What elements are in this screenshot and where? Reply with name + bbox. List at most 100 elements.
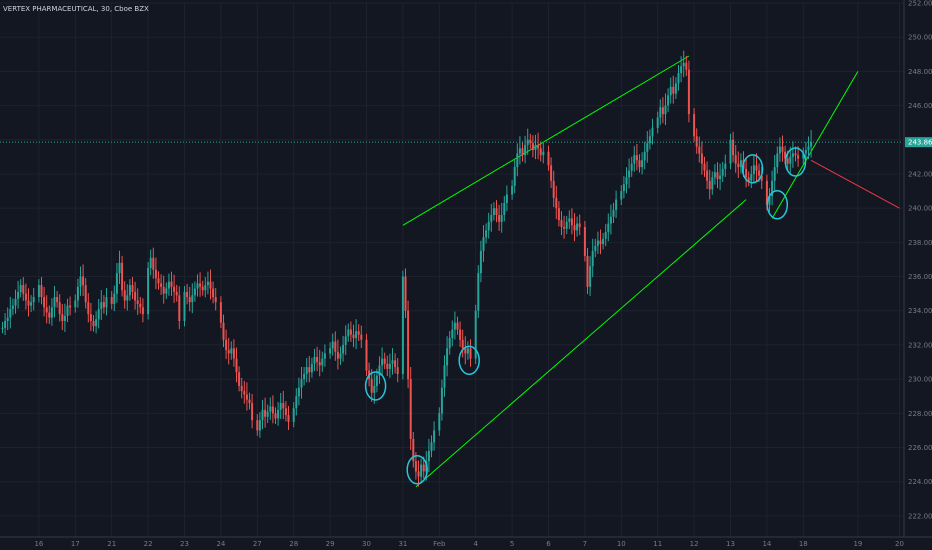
candle-body: [578, 223, 581, 227]
candle-body: [318, 362, 321, 366]
candle-body: [430, 442, 433, 451]
candle-body: [698, 146, 701, 154]
time-axis[interactable]: [0, 537, 932, 550]
candle-body: [765, 180, 768, 205]
candle-body: [804, 150, 807, 154]
candle-body: [6, 317, 9, 321]
candle-body: [560, 220, 563, 227]
candle-body: [586, 256, 589, 287]
candle-body: [14, 298, 17, 306]
candle-body: [599, 240, 602, 245]
candle-body: [271, 406, 274, 414]
candle-body: [97, 309, 100, 320]
candle-body: [552, 180, 555, 198]
candle-body: [667, 95, 670, 106]
candle-body: [526, 139, 529, 145]
candle-body: [752, 165, 755, 174]
y-tick-label: 224.00: [908, 478, 932, 486]
candle-body: [721, 168, 724, 176]
candle-body: [542, 151, 545, 156]
last-price-tag: 243.86: [905, 137, 932, 148]
candle-body: [92, 321, 95, 327]
candle-body: [495, 208, 498, 215]
candle-body: [141, 307, 144, 315]
candle-body: [516, 153, 519, 168]
candle-body: [323, 353, 326, 359]
x-tick-label: 24: [216, 540, 225, 548]
candle-body: [768, 196, 771, 205]
candle-body: [745, 168, 748, 178]
candle-body: [394, 360, 397, 368]
candle-body: [438, 413, 441, 431]
candle-body: [69, 305, 72, 308]
trendline-annotations: [402, 55, 900, 488]
candle-body: [24, 293, 27, 301]
candle-body: [573, 225, 576, 231]
candle-body: [807, 146, 810, 151]
candle-body: [685, 62, 688, 70]
candle-body: [615, 199, 618, 210]
candle-body: [258, 420, 261, 431]
x-tick-label: 6: [546, 540, 551, 548]
candle-body: [713, 172, 716, 178]
candle-body: [82, 276, 85, 286]
candle-body: [511, 185, 514, 195]
candle-body: [802, 153, 805, 159]
candle-body: [630, 163, 633, 171]
candle-body: [776, 153, 779, 168]
trendline: [402, 55, 690, 226]
candle-body: [360, 334, 363, 340]
candle-body: [53, 297, 56, 308]
candle-body: [230, 348, 233, 354]
candle-body: [794, 153, 797, 156]
candle-body: [300, 379, 303, 388]
y-tick-label: 248.00: [908, 68, 932, 76]
candle-body: [576, 223, 579, 231]
candle-body: [778, 146, 781, 154]
candle-body: [565, 221, 568, 229]
candle-body: [420, 464, 423, 477]
candle-body: [1, 327, 4, 329]
x-tick-label: 19: [853, 540, 862, 548]
candle-body: [596, 240, 599, 246]
candle-body: [641, 160, 644, 168]
candle-body: [734, 155, 737, 164]
candle-body: [534, 144, 537, 151]
candle-body: [134, 291, 137, 301]
candle-body: [461, 339, 464, 349]
candle-body: [74, 300, 77, 308]
candle-body: [518, 148, 521, 154]
candle-body: [404, 276, 407, 311]
candle-body: [737, 163, 740, 168]
candle-body: [191, 295, 194, 303]
x-tick-label: 5: [510, 540, 514, 548]
candle-body: [386, 363, 389, 369]
candle-body: [63, 315, 66, 321]
candle-body: [118, 262, 121, 274]
candle-body: [633, 155, 636, 164]
price-axis[interactable]: [904, 0, 932, 550]
candle-body: [375, 375, 378, 386]
candle-body: [487, 221, 490, 231]
candle-body: [672, 86, 675, 94]
x-tick-label: 30: [362, 540, 371, 548]
candle-body: [539, 148, 542, 156]
circle-annotation: [766, 189, 789, 220]
candle-body: [492, 208, 495, 215]
candle-body: [706, 170, 709, 181]
candle-body: [334, 341, 337, 352]
y-tick-label: 228.00: [908, 410, 932, 418]
candle-body: [477, 273, 480, 311]
y-tick-label: 252.00: [908, 0, 932, 8]
trendline: [771, 71, 859, 219]
grid-lines: [0, 2, 903, 537]
x-tick-label: 29: [326, 540, 335, 548]
candle-body: [204, 285, 207, 291]
candle-body: [687, 69, 690, 115]
candle-body: [656, 117, 659, 128]
candle-body: [115, 273, 118, 294]
candle-body: [622, 184, 625, 192]
candle-body: [365, 339, 368, 371]
candle-body: [128, 285, 131, 296]
